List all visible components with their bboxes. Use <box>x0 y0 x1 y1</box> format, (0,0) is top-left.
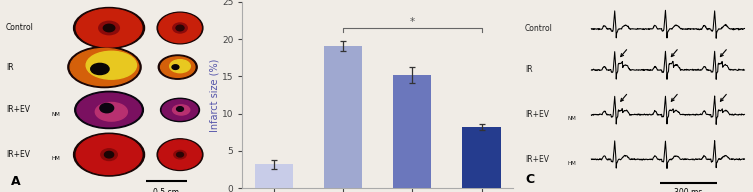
Text: IR+EV: IR+EV <box>6 105 30 114</box>
Text: HM: HM <box>52 156 60 161</box>
Y-axis label: Infarct size (%): Infarct size (%) <box>209 58 219 132</box>
Ellipse shape <box>105 151 114 158</box>
Ellipse shape <box>100 103 114 113</box>
Bar <box>393 75 431 188</box>
Text: IR+EV: IR+EV <box>525 110 549 119</box>
Text: HM: HM <box>567 161 576 166</box>
Text: IR: IR <box>525 65 532 74</box>
Text: Control: Control <box>525 24 553 33</box>
Ellipse shape <box>75 91 143 129</box>
Text: Control: Control <box>6 23 34 32</box>
Ellipse shape <box>157 12 203 44</box>
Ellipse shape <box>86 51 136 79</box>
Ellipse shape <box>91 63 109 74</box>
Text: *: * <box>410 17 415 27</box>
Ellipse shape <box>158 55 197 79</box>
Ellipse shape <box>160 57 195 77</box>
Ellipse shape <box>157 139 203 170</box>
Ellipse shape <box>169 60 191 73</box>
Ellipse shape <box>159 13 201 43</box>
Text: IR+EV: IR+EV <box>525 155 549 164</box>
Ellipse shape <box>68 47 141 88</box>
Text: IR: IR <box>6 63 14 72</box>
Ellipse shape <box>99 21 120 35</box>
Ellipse shape <box>159 140 201 169</box>
Text: A: A <box>11 175 20 188</box>
Ellipse shape <box>103 24 114 32</box>
Ellipse shape <box>74 7 145 49</box>
Ellipse shape <box>177 152 184 157</box>
Ellipse shape <box>160 98 200 122</box>
Ellipse shape <box>174 151 186 159</box>
Ellipse shape <box>163 100 198 120</box>
Text: C: C <box>525 173 534 186</box>
Ellipse shape <box>172 65 179 70</box>
Text: 300 ms: 300 ms <box>675 188 703 192</box>
Bar <box>324 46 362 188</box>
Bar <box>462 127 501 188</box>
Ellipse shape <box>77 93 141 127</box>
Text: NM: NM <box>567 116 576 121</box>
Text: NM: NM <box>52 112 60 117</box>
Ellipse shape <box>176 25 184 31</box>
Text: 0.5 cm: 0.5 cm <box>154 188 179 192</box>
Ellipse shape <box>172 23 187 33</box>
Ellipse shape <box>177 107 184 111</box>
Bar <box>255 164 293 188</box>
Ellipse shape <box>76 9 142 47</box>
Ellipse shape <box>172 105 190 115</box>
Ellipse shape <box>74 133 145 176</box>
Ellipse shape <box>70 48 139 86</box>
Ellipse shape <box>101 149 117 161</box>
Ellipse shape <box>76 135 142 175</box>
Text: IR+EV: IR+EV <box>6 150 30 159</box>
Ellipse shape <box>96 103 127 121</box>
